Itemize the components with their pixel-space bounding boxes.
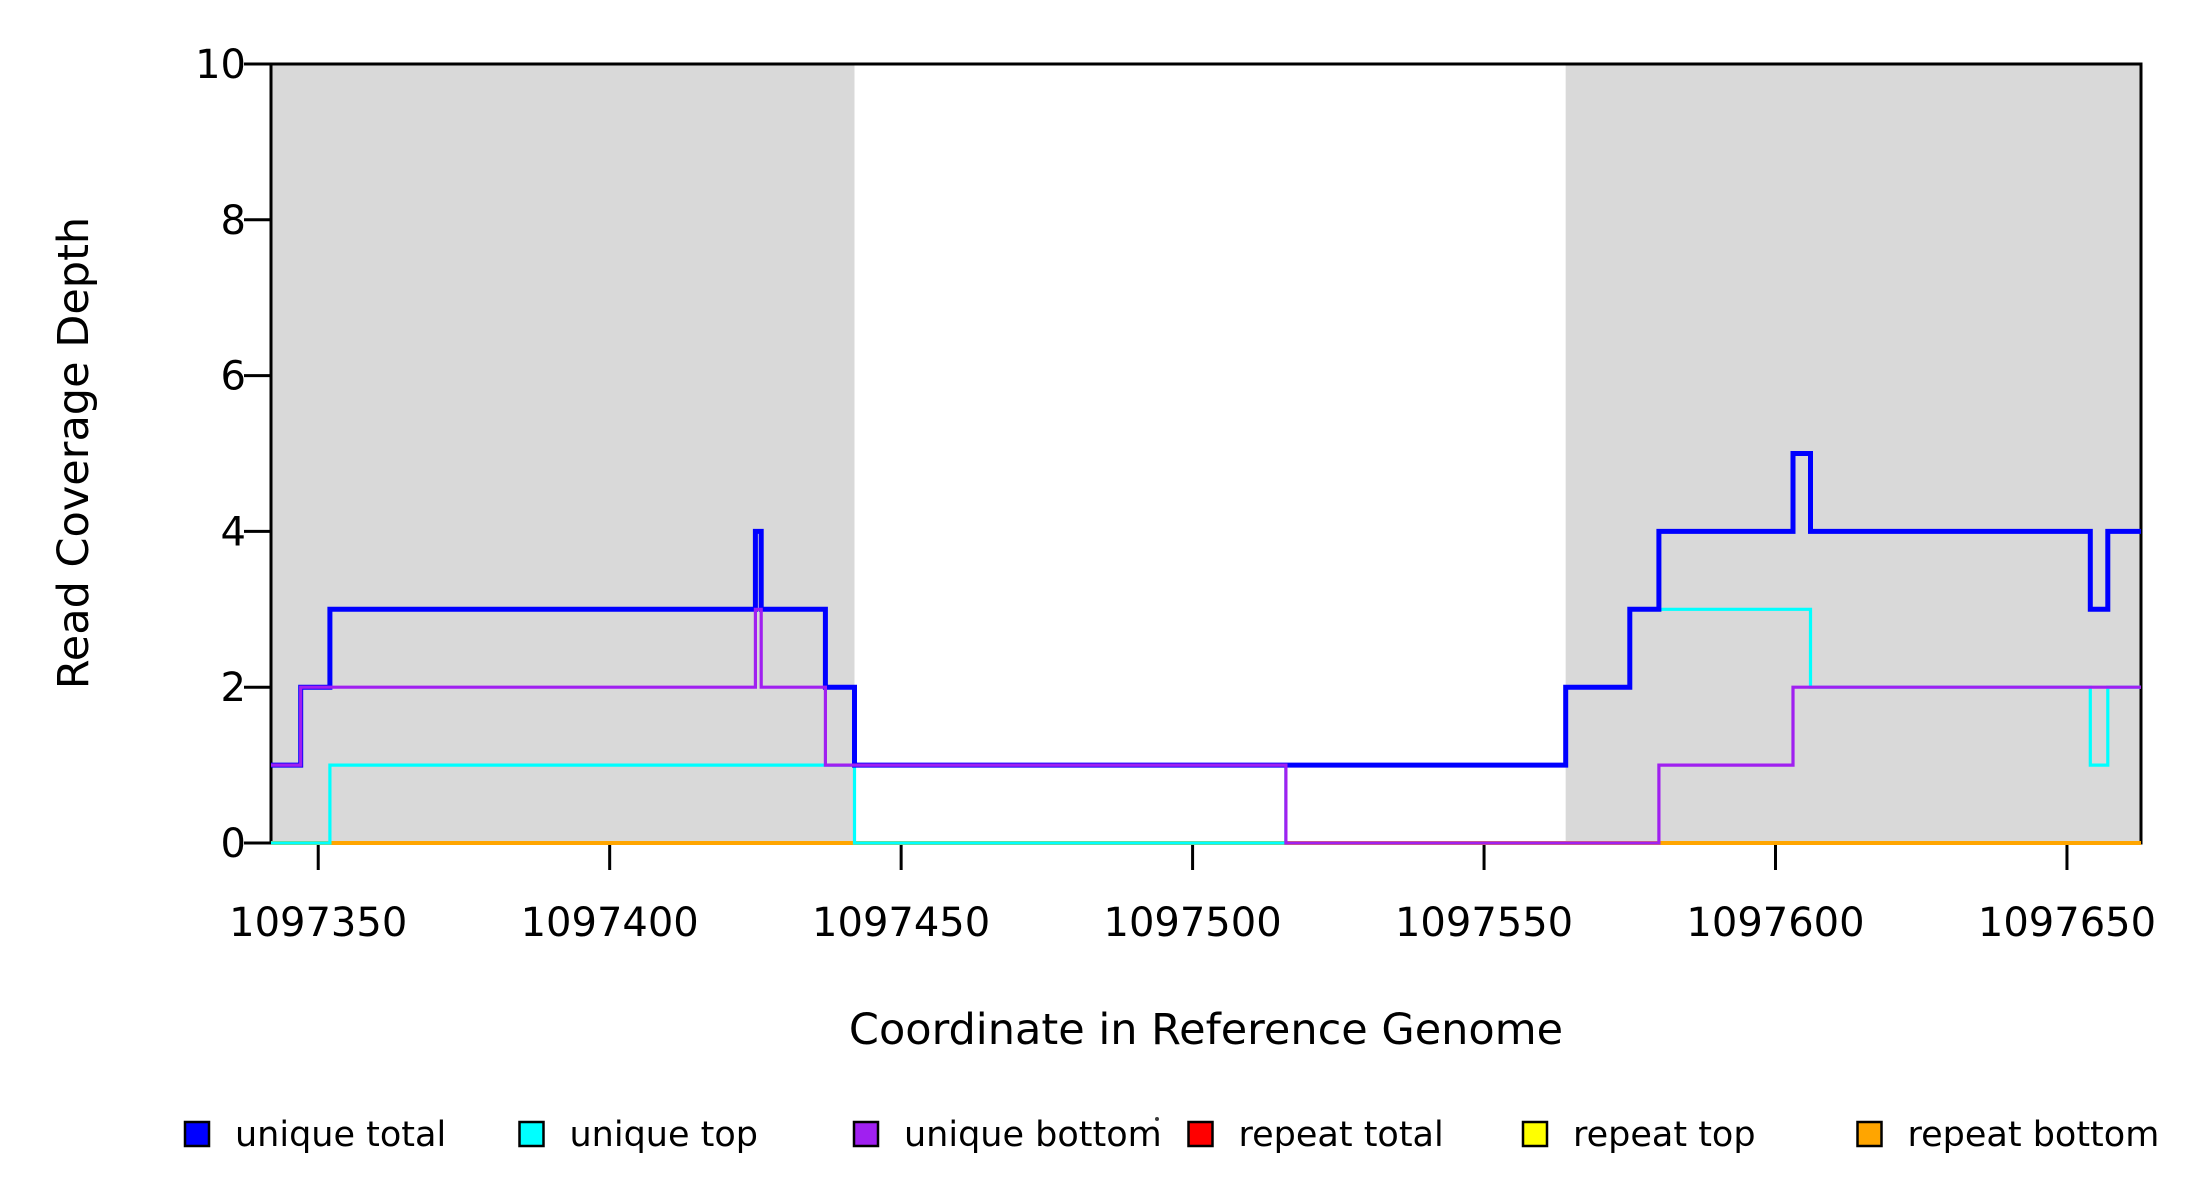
- x-tick-label: 1097500: [1104, 900, 1282, 946]
- x-tick-label: 1097400: [521, 900, 699, 946]
- legend-artifact-dot: [1155, 1117, 1159, 1121]
- x-tick-label: 1097650: [1978, 900, 2156, 946]
- y-tick-label: 2: [221, 665, 246, 711]
- highlight-regions: [271, 64, 2141, 843]
- x-tick-label: 1097600: [1686, 900, 1864, 946]
- legend-item-unique-top: unique top: [518, 1115, 759, 1155]
- x-axis-title: Coordinate in Reference Genome: [849, 1005, 1563, 1055]
- series-lines: [271, 451, 2141, 845]
- y-axis-title: Read Coverage Depth: [49, 217, 99, 689]
- series-line-unique-bottom: [271, 607, 2141, 845]
- legend-swatch: [518, 1120, 545, 1148]
- legend-swatch: [1521, 1120, 1549, 1148]
- series-line-unique-total: [271, 451, 2141, 768]
- legend-label: repeat bottom: [1908, 1115, 2160, 1155]
- legend-item-repeat-total: repeat total: [1187, 1115, 1444, 1155]
- legend-label: repeat total: [1239, 1115, 1444, 1155]
- x-tick-label: 1097550: [1395, 900, 1573, 946]
- legend-swatch: [852, 1120, 880, 1148]
- legend-swatch: [1187, 1120, 1214, 1148]
- y-tick-label: 0: [221, 821, 246, 867]
- legend-item-repeat-bottom: repeat bottom: [1856, 1115, 2160, 1155]
- legend-swatch: [1856, 1120, 1883, 1148]
- legend-label: unique bottom: [904, 1115, 1162, 1155]
- legend-label: unique total: [235, 1115, 446, 1155]
- legend-label: repeat top: [1573, 1115, 1756, 1155]
- x-tick-label: 1097450: [812, 900, 990, 946]
- x-tick-label: 1097350: [229, 900, 407, 946]
- legend-item-unique-total: unique total: [183, 1115, 446, 1155]
- y-tick-label: 6: [221, 354, 246, 400]
- legend: unique total unique top unique bottom repea…: [183, 1115, 2160, 1155]
- legend-item-repeat-top: repeat top: [1521, 1115, 1756, 1155]
- legend-label: unique top: [570, 1115, 759, 1155]
- y-tick-label: 10: [195, 42, 246, 88]
- x-axis: 1097350 1097400 1097450 1097500 1097550 10976…: [229, 843, 2156, 946]
- y-axis: 0 2 4 6 8 10: [195, 42, 271, 867]
- legend-item-unique-bottom: unique bottom: [852, 1115, 1162, 1155]
- y-tick-label: 8: [221, 198, 246, 244]
- highlight-region: [271, 64, 855, 843]
- highlight-region: [1565, 64, 2141, 843]
- legend-swatch: [183, 1120, 211, 1148]
- y-tick-label: 4: [221, 509, 246, 555]
